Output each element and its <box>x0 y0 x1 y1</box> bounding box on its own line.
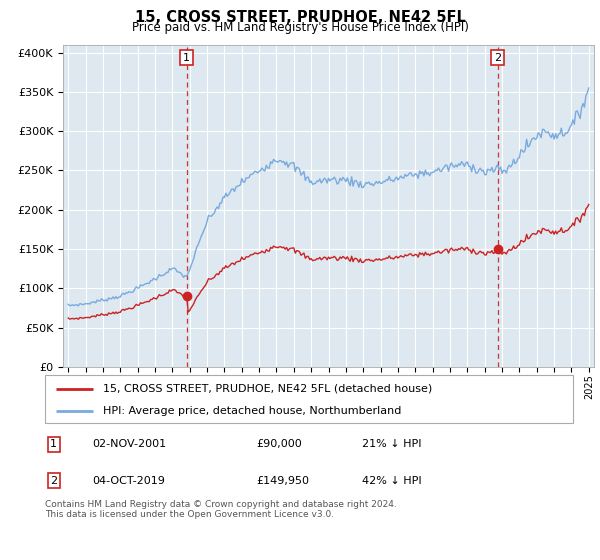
Text: 2: 2 <box>50 475 58 486</box>
Text: HPI: Average price, detached house, Northumberland: HPI: Average price, detached house, Nort… <box>103 406 401 416</box>
Text: 15, CROSS STREET, PRUDHOE, NE42 5FL: 15, CROSS STREET, PRUDHOE, NE42 5FL <box>134 10 466 25</box>
Text: 02-NOV-2001: 02-NOV-2001 <box>92 440 167 449</box>
Text: 1: 1 <box>183 53 190 63</box>
Text: 1: 1 <box>50 440 57 449</box>
Text: 21% ↓ HPI: 21% ↓ HPI <box>362 440 421 449</box>
Text: £149,950: £149,950 <box>256 475 309 486</box>
Text: 42% ↓ HPI: 42% ↓ HPI <box>362 475 421 486</box>
Text: This data is licensed under the Open Government Licence v3.0.: This data is licensed under the Open Gov… <box>45 510 334 519</box>
Text: Price paid vs. HM Land Registry's House Price Index (HPI): Price paid vs. HM Land Registry's House … <box>131 21 469 34</box>
Text: 04-OCT-2019: 04-OCT-2019 <box>92 475 166 486</box>
Text: Contains HM Land Registry data © Crown copyright and database right 2024.: Contains HM Land Registry data © Crown c… <box>45 500 397 508</box>
Text: 15, CROSS STREET, PRUDHOE, NE42 5FL (detached house): 15, CROSS STREET, PRUDHOE, NE42 5FL (det… <box>103 384 433 394</box>
Text: 2: 2 <box>494 53 501 63</box>
Text: £90,000: £90,000 <box>256 440 302 449</box>
